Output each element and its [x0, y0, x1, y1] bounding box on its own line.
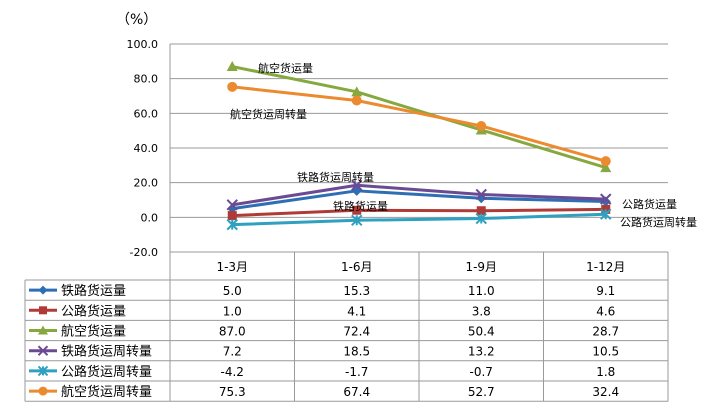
- table-cell-value: 4.1: [347, 304, 366, 318]
- data-point: [600, 156, 611, 167]
- table-cell-value: 10.5: [592, 345, 619, 359]
- legend-key: [29, 386, 57, 396]
- data-point: [351, 86, 363, 97]
- series-annotation: 航空货运周转量: [230, 107, 307, 121]
- x-category-label: 1-12月: [586, 260, 625, 274]
- series-line: [232, 207, 606, 218]
- legend-label: 航空货运周转量: [61, 384, 152, 400]
- legend-key: [29, 365, 57, 377]
- table-cell-value: 52.7: [468, 385, 495, 399]
- legend-label: 航空货运量: [61, 324, 126, 340]
- x-category-label: 1-3月: [216, 260, 248, 274]
- data-point: [600, 162, 612, 173]
- legend-key: [29, 345, 57, 356]
- table-row: 公路货运量 1.0 4.1 3.8 4.6: [29, 303, 615, 319]
- table-cell-value: 28.7: [592, 325, 619, 339]
- y-axis-unit-label: （%）: [116, 12, 157, 28]
- table-row: 铁路货运量 5.0 15.3 11.0 9.1: [29, 283, 615, 299]
- legend-label: 铁路货运量: [61, 283, 126, 299]
- table-row: 航空货运周转量 75.3 67.4 52.7 32.4: [29, 384, 619, 400]
- x-category-label: 1-9月: [465, 260, 497, 274]
- legend-marker: [37, 345, 49, 356]
- table-cell-value: 50.4: [468, 325, 495, 339]
- data-point: [475, 212, 487, 225]
- legend-marker: [38, 386, 48, 396]
- legend-marker: [38, 285, 48, 295]
- data-point: [475, 188, 487, 201]
- series-line: [232, 189, 606, 211]
- table-row: 航空货运量 87.0 72.4 50.4 28.7: [29, 324, 619, 340]
- series-annotation: 航空货运量: [258, 61, 313, 75]
- data-point: [600, 208, 612, 220]
- legend-key: [29, 325, 57, 335]
- table-cell-value: 67.4: [343, 385, 370, 399]
- table-cell-value: 1.8: [596, 365, 615, 379]
- legend-label: 铁路货运周转量: [61, 344, 152, 360]
- y-tick-label: 60.0: [134, 107, 159, 120]
- data-point: [226, 218, 238, 231]
- table-cell-value: 3.8: [472, 304, 491, 318]
- data-point: [352, 205, 362, 215]
- series-line: [232, 183, 606, 207]
- y-axis-tick-labels: 100.0 80.0 60.0 40.0 20.0 0.0 -20.0: [127, 38, 159, 259]
- legend-key: [29, 285, 57, 295]
- data-point: [227, 211, 237, 221]
- series-annotation: 铁路货运量: [333, 199, 388, 213]
- y-tick-label: -20.0: [130, 246, 158, 259]
- data-point: [476, 206, 486, 216]
- series-5: [227, 81, 611, 167]
- table-cell-value: 87.0: [219, 325, 246, 339]
- table-cell-value: -0.7: [470, 365, 493, 379]
- table-cell-value: 5.0: [223, 284, 242, 298]
- table-cell-value: 15.3: [343, 284, 370, 298]
- table-cell-value: 9.1: [596, 284, 615, 298]
- table-cell-value: 72.4: [343, 325, 370, 339]
- legend-marker: [38, 325, 48, 335]
- data-point: [226, 199, 238, 211]
- table-cell-value: 11.0: [468, 284, 495, 298]
- series-line: [232, 85, 607, 163]
- data-point: [351, 179, 363, 191]
- data-point: [600, 193, 612, 205]
- table-cell-value: 1.0: [223, 304, 242, 318]
- data-point: [226, 61, 238, 72]
- series-lines: [226, 61, 612, 231]
- table-row: 公路货运周转量 -4.2 -1.7 -0.7 1.8: [29, 364, 615, 380]
- series-annotation: 公路货运量: [622, 197, 677, 211]
- legend-marker: [37, 365, 49, 377]
- y-tick-label: 0.0: [141, 211, 159, 224]
- x-category-label: 1-6月: [341, 260, 373, 274]
- series-annotation: 铁路货运周转量: [297, 170, 374, 184]
- series-3: [226, 179, 612, 211]
- legend-key: [29, 306, 57, 315]
- series-line: [232, 212, 606, 227]
- table-cell-value: -1.7: [345, 365, 368, 379]
- table-cell-value: -4.2: [221, 365, 244, 379]
- y-tick-label: 80.0: [134, 73, 159, 86]
- y-tick-label: 100.0: [127, 38, 159, 51]
- legend-label: 公路货运量: [61, 303, 126, 319]
- data-point: [476, 120, 487, 131]
- series-line: [231, 65, 607, 170]
- legend-marker: [39, 306, 47, 315]
- table-row: 铁路货运周转量 7.2 18.5 13.2 10.5: [29, 344, 619, 360]
- data-point: [227, 81, 238, 92]
- table-cell-value: 4.6: [596, 304, 615, 318]
- data-point: [351, 214, 363, 226]
- table-cell-value: 75.3: [219, 385, 246, 399]
- y-tick-label: 20.0: [134, 177, 159, 190]
- data-point: [351, 95, 362, 106]
- series-annotation: 公路货运周转量: [620, 215, 697, 229]
- table-cell-value: 18.5: [343, 345, 370, 359]
- table-cell-value: 32.4: [592, 385, 619, 399]
- legend-label: 公路货运周转量: [61, 364, 152, 380]
- series-4: [226, 208, 612, 231]
- table-cell-value: 7.2: [223, 345, 242, 359]
- y-tick-label: 40.0: [134, 142, 159, 155]
- table-cell-value: 13.2: [468, 345, 495, 359]
